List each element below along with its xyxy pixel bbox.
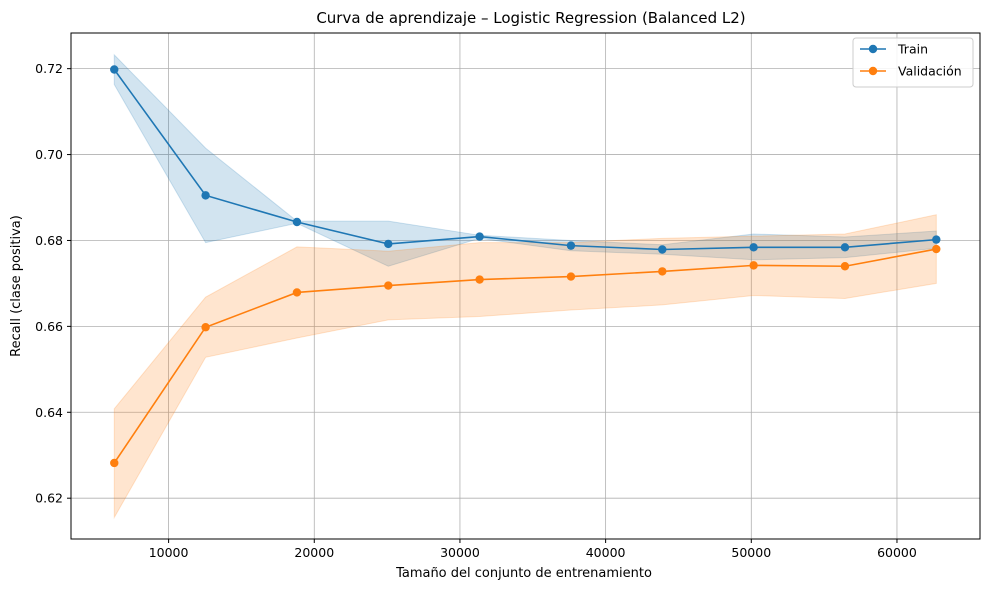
line-validation bbox=[113, 248, 937, 464]
point-train bbox=[475, 232, 484, 241]
point-train bbox=[110, 65, 119, 74]
y-tick-label: 0.62 bbox=[35, 491, 63, 506]
legend-marker bbox=[868, 66, 878, 76]
axis-ticks: 10000 20000 30000 40000 50000 60000 0.62 0.64 0.… bbox=[35, 61, 917, 560]
point-validation bbox=[201, 323, 210, 332]
x-tick-label: 20000 bbox=[294, 545, 334, 560]
confidence-bands bbox=[113, 53, 937, 520]
x-tick-label: 50000 bbox=[731, 545, 771, 560]
point-validation bbox=[566, 272, 576, 281]
point-train bbox=[658, 245, 667, 254]
x-tick-label: 10000 bbox=[149, 545, 189, 560]
point-train bbox=[292, 217, 302, 227]
point-train bbox=[384, 239, 393, 249]
x-tick-label: 40000 bbox=[586, 545, 626, 560]
y-axis-label: Recall (clase positiva) bbox=[9, 215, 24, 357]
legend-box bbox=[852, 37, 974, 88]
point-validation bbox=[749, 261, 758, 270]
point-validation bbox=[840, 262, 850, 271]
legend-label: Train bbox=[897, 42, 928, 57]
legend-marker bbox=[868, 44, 878, 54]
y-tick-label: 0.68 bbox=[35, 233, 63, 248]
series-markers bbox=[110, 65, 941, 468]
x-axis-label: Tamaño del conjunto de entrenamiento bbox=[395, 566, 652, 581]
point-train bbox=[840, 243, 850, 252]
point-train bbox=[201, 191, 210, 200]
point-train bbox=[932, 235, 941, 244]
series-lines bbox=[113, 69, 937, 464]
band-validation bbox=[113, 214, 937, 520]
legend: Train Validación bbox=[852, 37, 974, 88]
point-validation bbox=[110, 458, 119, 468]
grid bbox=[71, 33, 980, 539]
y-tick-label: 0.64 bbox=[35, 405, 63, 420]
plot-frame bbox=[70, 32, 981, 540]
chart-title: Curva de aprendizaje – Logistic Regressi… bbox=[316, 9, 745, 27]
x-tick-label: 30000 bbox=[440, 545, 480, 560]
y-tick-label: 0.72 bbox=[35, 61, 63, 76]
point-validation bbox=[384, 281, 393, 290]
point-validation bbox=[292, 288, 302, 297]
y-tick-label: 0.70 bbox=[35, 147, 63, 162]
legend-label: Validación bbox=[898, 64, 962, 79]
point-validation bbox=[475, 275, 484, 284]
point-train bbox=[566, 241, 576, 250]
x-tick-label: 60000 bbox=[877, 545, 917, 560]
line-train bbox=[113, 69, 937, 251]
point-train bbox=[749, 243, 758, 252]
y-tick-label: 0.66 bbox=[35, 319, 63, 334]
point-validation bbox=[658, 267, 667, 276]
point-validation bbox=[932, 244, 941, 254]
